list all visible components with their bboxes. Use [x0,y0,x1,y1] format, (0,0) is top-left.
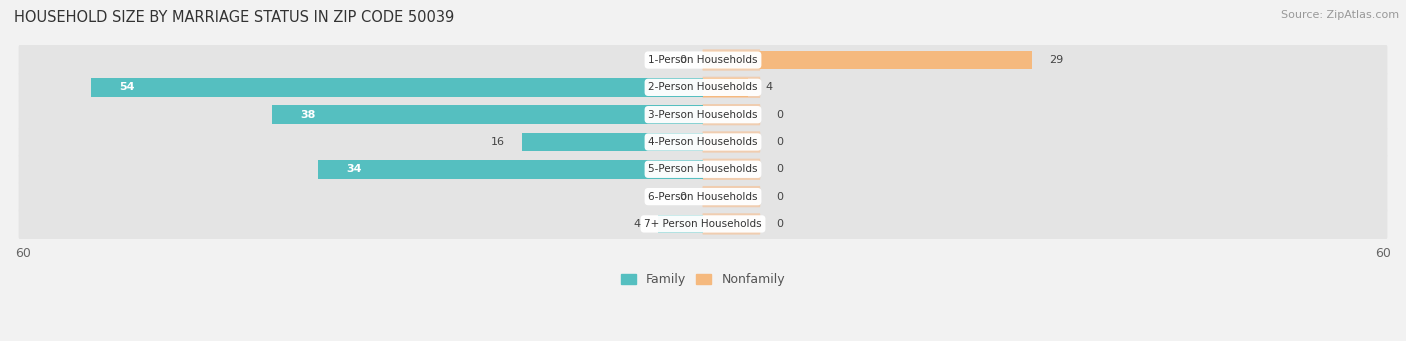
FancyBboxPatch shape [18,100,1388,130]
FancyBboxPatch shape [18,45,1388,75]
Bar [318,160,703,179]
Bar [522,133,703,151]
FancyBboxPatch shape [703,186,761,207]
FancyBboxPatch shape [703,77,761,98]
Bar [91,78,703,97]
FancyBboxPatch shape [18,72,1388,102]
Text: 34: 34 [346,164,361,174]
Text: 0: 0 [679,192,686,202]
Bar [273,105,703,124]
Text: 4-Person Households: 4-Person Households [648,137,758,147]
Text: 0: 0 [776,164,783,174]
Bar [703,51,1032,69]
Legend: Family, Nonfamily: Family, Nonfamily [616,268,790,291]
Text: 1-Person Households: 1-Person Households [648,55,758,65]
Text: 38: 38 [301,110,316,120]
Text: Source: ZipAtlas.com: Source: ZipAtlas.com [1281,10,1399,20]
Text: 2-Person Households: 2-Person Households [648,82,758,92]
Text: 6-Person Households: 6-Person Households [648,192,758,202]
FancyBboxPatch shape [703,49,761,71]
FancyBboxPatch shape [703,159,761,180]
Text: 7+ Person Households: 7+ Person Households [644,219,762,229]
FancyBboxPatch shape [18,182,1388,212]
Text: 0: 0 [776,110,783,120]
FancyBboxPatch shape [703,213,761,235]
Text: 0: 0 [776,219,783,229]
FancyBboxPatch shape [703,131,761,153]
FancyBboxPatch shape [18,209,1388,239]
FancyBboxPatch shape [18,154,1388,184]
Text: 54: 54 [120,82,135,92]
FancyBboxPatch shape [703,104,761,125]
Text: 5-Person Households: 5-Person Households [648,164,758,174]
Text: 4: 4 [634,219,641,229]
Bar [658,214,703,233]
Text: 0: 0 [679,55,686,65]
Text: 3-Person Households: 3-Person Households [648,110,758,120]
Text: 0: 0 [776,192,783,202]
Text: 0: 0 [776,137,783,147]
Text: 4: 4 [765,82,772,92]
FancyBboxPatch shape [18,127,1388,157]
Text: 16: 16 [491,137,505,147]
Text: HOUSEHOLD SIZE BY MARRIAGE STATUS IN ZIP CODE 50039: HOUSEHOLD SIZE BY MARRIAGE STATUS IN ZIP… [14,10,454,25]
Text: 29: 29 [1049,55,1063,65]
Bar [703,78,748,97]
